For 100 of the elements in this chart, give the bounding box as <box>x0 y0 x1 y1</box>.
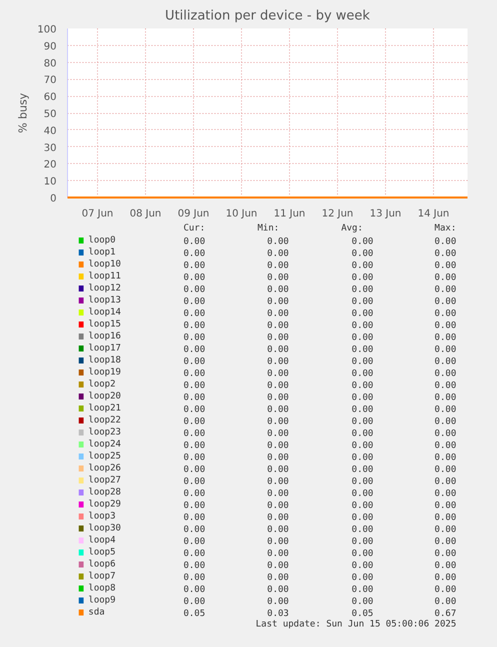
text: 0.00 <box>434 573 456 583</box>
text: 0.00 <box>434 369 456 379</box>
legend-label: loop12 <box>88 284 121 294</box>
text: 0.00 <box>183 285 206 295</box>
y-tick-label: 90 <box>44 41 57 52</box>
text: 0.00 <box>267 345 289 355</box>
text: 0.67 <box>434 609 456 619</box>
legend-label: loop18 <box>88 356 121 366</box>
text: 0.00 <box>434 549 456 559</box>
y-tick-label: 80 <box>44 58 57 70</box>
x-tick-label: 08 Jun <box>130 208 162 220</box>
text: 0.00 <box>267 501 289 511</box>
text: 0.00 <box>434 585 456 595</box>
legend-label: sda <box>88 608 105 618</box>
text: 0.00 <box>267 585 289 595</box>
text: 0.00 <box>352 297 374 307</box>
text: 0.00 <box>183 357 206 367</box>
legend-label: loop3 <box>88 512 116 522</box>
text: 0.00 <box>267 321 289 331</box>
x-tick-label: 14 Jun <box>418 208 450 220</box>
text: 0.00 <box>267 441 289 451</box>
x-tick-label: 13 Jun <box>370 208 402 220</box>
text: 0.00 <box>183 453 206 463</box>
legend-label: loop22 <box>88 416 121 426</box>
y-tick-label: 0 <box>50 194 57 204</box>
text: 0.00 <box>352 597 374 607</box>
text: 0.00 <box>352 501 374 511</box>
text: 0.00 <box>352 465 374 475</box>
legend-label: loop14 <box>88 308 121 318</box>
legend-label: loop0 <box>88 236 116 246</box>
text: 0.00 <box>267 417 289 427</box>
legend-label: loop8 <box>88 584 116 594</box>
text: 0.00 <box>434 261 456 271</box>
text: 0.03 <box>267 609 289 619</box>
text: 0.00 <box>352 237 374 247</box>
text: 0.00 <box>183 549 206 559</box>
text: 0.00 <box>267 381 289 391</box>
text: 0.00 <box>267 285 289 295</box>
text: 0.00 <box>183 441 206 451</box>
text: 0.00 <box>352 525 374 535</box>
text: 0.00 <box>267 453 289 463</box>
text: 0.00 <box>183 417 206 427</box>
text: 0.00 <box>267 429 289 439</box>
text: 0.00 <box>352 477 374 487</box>
legend-label: loop26 <box>88 464 121 474</box>
text: 0.00 <box>352 261 374 271</box>
y-tick-label: 60 <box>44 92 57 104</box>
text: 0.00 <box>434 285 456 295</box>
legend-label: loop21 <box>88 404 121 414</box>
legend-label: loop2 <box>88 380 116 390</box>
text: 0.00 <box>352 357 374 367</box>
text: 0.00 <box>267 261 289 271</box>
y-tick-label: 100 <box>37 24 57 36</box>
text: 0.00 <box>434 309 456 319</box>
y-tick-label: 20 <box>44 160 57 171</box>
text: 0.05 <box>352 609 374 619</box>
y-tick-label: 10 <box>44 176 57 188</box>
text: 0.00 <box>183 501 206 511</box>
text: 0.00 <box>183 333 206 343</box>
text: 0.00 <box>183 405 206 415</box>
text: 0.00 <box>434 273 456 283</box>
legend-label: loop10 <box>88 260 121 270</box>
text: 0.00 <box>183 381 206 391</box>
text: 0.00 <box>352 537 374 547</box>
text: Max: <box>434 224 456 234</box>
x-tick-label: 07 Jun <box>82 208 114 220</box>
text: 0.00 <box>267 369 289 379</box>
x-tick-label: 09 Jun <box>178 208 210 220</box>
text: 0.00 <box>352 333 374 343</box>
legend-label: loop15 <box>88 320 121 330</box>
legend-label: loop7 <box>88 572 116 582</box>
text: 0.00 <box>267 309 289 319</box>
text: 0.00 <box>434 597 456 607</box>
text: 0.00 <box>434 321 456 331</box>
text: 0.00 <box>352 309 374 319</box>
legend-label: loop25 <box>88 452 121 462</box>
text: 0.00 <box>434 357 456 367</box>
text: 0.00 <box>434 477 456 487</box>
legend-label: loop17 <box>88 344 121 354</box>
legend-label: loop30 <box>88 524 121 534</box>
x-tick-label: 12 Jun <box>322 208 354 220</box>
text: Cur: <box>183 224 206 234</box>
text: 0.00 <box>267 537 289 547</box>
text: 0.00 <box>183 561 206 571</box>
text: 0.00 <box>183 297 206 307</box>
text: Last update: Sun Jun 15 05:00:06 2025 <box>256 620 456 630</box>
x-tick-label: 11 Jun <box>274 208 306 220</box>
text: 0.00 <box>183 525 206 535</box>
text: 0.00 <box>267 333 289 343</box>
text: 0.00 <box>352 321 374 331</box>
text: 0.00 <box>267 573 289 583</box>
text: 0.00 <box>434 345 456 355</box>
y-tick-label: 40 <box>44 126 57 137</box>
text: 0.00 <box>352 345 374 355</box>
text: 0.00 <box>434 513 456 523</box>
text: 0.00 <box>434 465 456 475</box>
text: 0.00 <box>434 393 456 403</box>
text: 0.00 <box>267 357 289 367</box>
text: 0.00 <box>183 537 206 547</box>
text: 0.00 <box>434 417 456 427</box>
